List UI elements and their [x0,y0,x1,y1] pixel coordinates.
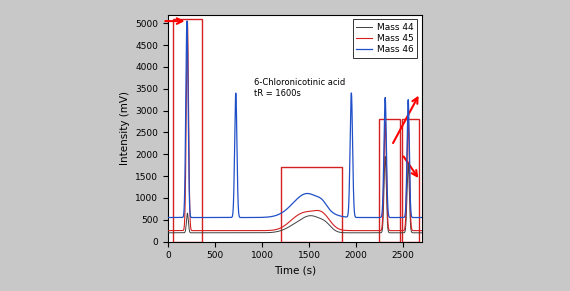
Mass 44 [367,231,373,235]
Mass 44 [382,155,389,158]
Mass 44 [353,231,360,235]
Mass 46 [326,207,333,211]
Mass 45 [326,218,333,221]
Line: Mass 44: Mass 44 [168,157,422,233]
Mass 44 [177,231,184,235]
Mass 44 [256,231,263,235]
Mass 45 [165,229,172,232]
Mass 45 [418,229,425,232]
Mass 46 [418,216,425,219]
Mass 46 [367,216,373,219]
Line: Mass 46: Mass 46 [168,21,422,218]
Mass 46 [165,216,172,219]
Legend: Mass 44, Mass 45, Mass 46: Mass 44, Mass 45, Mass 46 [353,19,417,58]
Mass 46 [256,216,263,219]
Mass 45 [177,229,184,232]
Mass 45 [184,19,191,23]
Bar [402,119,418,242]
X-axis label: Time (s): Time (s) [274,266,316,276]
Bar [378,119,400,242]
Bar [173,19,202,242]
Mass 44 [418,231,425,235]
Mass 46 [315,195,321,198]
Mass 46 [177,216,184,219]
Mass 44 [315,216,321,219]
Text: 6-Chloronicotinic acid
tR = 1600s: 6-Chloronicotinic acid tR = 1600s [254,78,345,97]
Mass 46 [353,216,360,219]
Mass 45 [256,229,263,232]
Mass 45 [367,229,373,232]
Bar [281,167,342,242]
Mass 46 [184,19,190,23]
Mass 45 [315,209,321,212]
Line: Mass 45: Mass 45 [168,21,422,230]
Mass 45 [353,229,360,232]
Y-axis label: Intensity (mV): Intensity (mV) [120,91,130,165]
Mass 44 [165,231,172,235]
Mass 44 [326,223,333,227]
